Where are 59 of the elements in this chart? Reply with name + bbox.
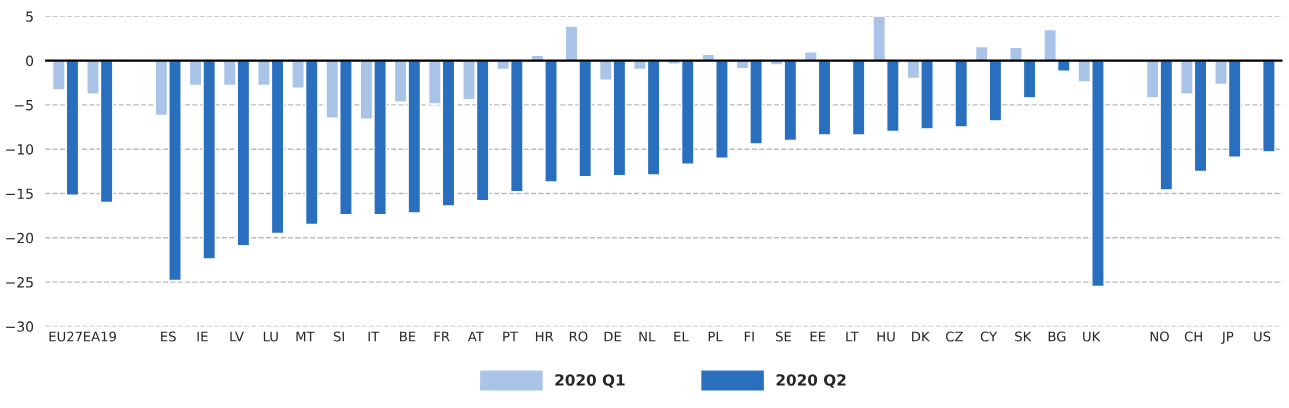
x-tick-label: AT: [467, 331, 484, 342]
bar: [954, 59, 969, 128]
x-tick-label: HR: [535, 331, 554, 342]
x-tick-label: SI: [333, 331, 344, 342]
x-tick-label: FR: [434, 331, 450, 342]
y-tick-label: −30: [6, 321, 34, 332]
x-tick-label: SE: [775, 331, 791, 342]
bar: [564, 25, 579, 62]
x-tick-label: UK: [1083, 331, 1101, 342]
y-tick-label: −15: [6, 188, 33, 199]
x-tick-label: LT: [846, 331, 859, 342]
bar: [578, 59, 593, 178]
y-tick-label: −25: [6, 277, 33, 288]
x-tick-label: PL: [708, 331, 723, 342]
x-tick-label: EL: [674, 331, 689, 342]
x-tick-label: NL: [639, 331, 656, 342]
bar: [817, 59, 832, 136]
x-tick-label: FI: [744, 331, 754, 342]
x-tick-label: IT: [368, 331, 380, 342]
bar: [872, 16, 887, 62]
x-tick-label: NO: [1150, 331, 1169, 342]
x-tick-label: MT: [296, 331, 315, 342]
x-tick-label: CZ: [946, 331, 963, 342]
bar: [1009, 46, 1023, 62]
bar: [715, 59, 729, 159]
bar: [851, 59, 866, 136]
x-tick-label: CY: [980, 331, 998, 342]
x-tick-label: CH: [1184, 331, 1202, 342]
x-tick-label: LV: [230, 331, 244, 342]
legend-label: 2020 Q1: [555, 374, 625, 388]
x-tick-label: US: [1254, 331, 1271, 342]
x-tick-label: SK: [1015, 331, 1032, 342]
y-tick-label: 5: [26, 11, 33, 22]
x-tick-label: JP: [1221, 331, 1234, 344]
y-tick-label: −5: [15, 100, 33, 111]
x-tick-label: DE: [604, 331, 621, 342]
x-tick-label: HU: [877, 331, 895, 342]
x-tick-label: RO: [569, 331, 588, 342]
x-tick-label: DK: [912, 331, 930, 342]
bar: [1043, 28, 1057, 62]
y-tick-label: −20: [6, 232, 34, 244]
bar: [544, 59, 558, 183]
y-tick-label: 0: [26, 55, 34, 67]
x-tick-label: ES: [161, 331, 176, 342]
x-tick-label: IE: [197, 331, 208, 342]
x-tick-label: BG: [1048, 331, 1066, 342]
x-tick-label: EU27: [49, 331, 82, 342]
x-tick-label: LU: [263, 331, 278, 342]
bar: [974, 45, 989, 62]
x-tick-label: BE: [400, 331, 416, 342]
legend-label: 2020 Q2: [776, 374, 846, 388]
x-tick-label: PT: [503, 331, 519, 342]
bar: [1262, 59, 1276, 153]
x-tick-label: EE: [810, 331, 826, 342]
bar: [1022, 59, 1037, 99]
x-tick-label: EA19: [84, 331, 116, 342]
bar: [886, 59, 900, 133]
bar: [988, 59, 1003, 122]
y-tick-label: −10: [6, 144, 34, 155]
